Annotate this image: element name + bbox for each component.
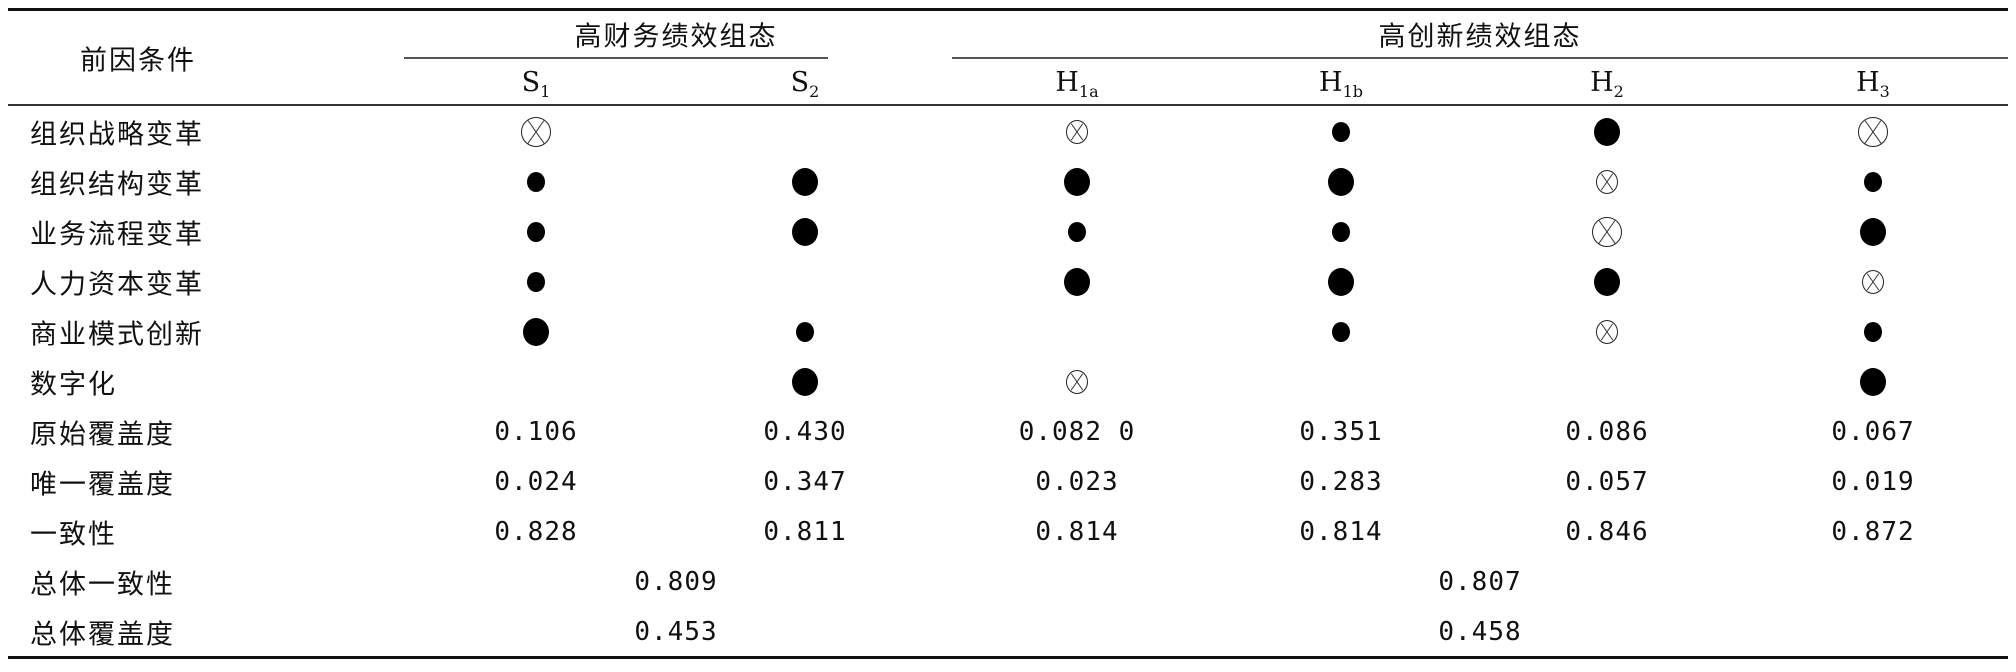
header-rule — [8, 104, 2008, 106]
bottom-rule — [8, 656, 2008, 659]
peripheral-present-icon — [1864, 322, 1882, 342]
metric-value: 0.872 — [1831, 517, 1915, 547]
column-header-subscript: 1b — [1342, 82, 1363, 101]
peripheral-present-icon — [527, 272, 545, 292]
metric-value: 0.023 — [1035, 467, 1119, 497]
metric-value: 0.811 — [763, 517, 847, 547]
core-present-icon — [1860, 218, 1886, 246]
metric-value: 0.283 — [1299, 467, 1383, 497]
metric-value: 0.814 — [1035, 517, 1119, 547]
column-header: H3 — [1856, 67, 1890, 101]
column-header-base: H — [1590, 67, 1614, 98]
core-present-icon — [1594, 268, 1620, 296]
metric-value: 0.067 — [1831, 417, 1915, 447]
row-label: 业务流程变革 — [30, 219, 204, 251]
core-absent-icon — [1858, 117, 1888, 147]
column-header-subscript: 1 — [540, 82, 551, 101]
metric-value: 0.347 — [763, 467, 847, 497]
peripheral-absent-icon — [1862, 270, 1884, 294]
core-absent-icon — [521, 117, 551, 147]
core-absent-icon — [1592, 217, 1622, 247]
metric-value: 0.828 — [494, 517, 578, 547]
metric-value: 0.057 — [1565, 467, 1649, 497]
peripheral-absent-icon — [1596, 170, 1618, 194]
column-header-subscript: 3 — [1879, 82, 1890, 101]
column-header-subscript: 1a — [1078, 82, 1099, 101]
peripheral-absent-icon — [1066, 370, 1088, 394]
peripheral-present-icon — [527, 222, 545, 242]
core-present-icon — [523, 318, 549, 346]
row-label: 数字化 — [30, 369, 117, 401]
column-header-base: H — [1319, 67, 1343, 98]
metric-value: 0.351 — [1299, 417, 1383, 447]
peripheral-present-icon — [527, 172, 545, 192]
core-present-icon — [792, 218, 818, 246]
row-label: 总体一致性 — [30, 569, 175, 601]
metric-value: 0.086 — [1565, 417, 1649, 447]
financial-group-rule — [404, 57, 828, 59]
row-label: 组织战略变革 — [30, 119, 204, 151]
column-header: H2 — [1590, 67, 1624, 101]
core-present-icon — [1064, 268, 1090, 296]
row-label: 组织结构变革 — [30, 169, 204, 201]
peripheral-present-icon — [796, 322, 814, 342]
antecedent-header: 前因条件 — [80, 45, 196, 77]
core-present-icon — [1064, 168, 1090, 196]
peripheral-present-icon — [1332, 322, 1350, 342]
row-label: 唯一覆盖度 — [30, 469, 175, 501]
core-present-icon — [1860, 368, 1886, 396]
row-label: 一致性 — [30, 519, 117, 551]
overall-innovation-value: 0.458 — [1438, 617, 1522, 647]
column-header: H1a — [1055, 67, 1098, 101]
metric-value: 0.814 — [1299, 517, 1383, 547]
peripheral-present-icon — [1864, 172, 1882, 192]
peripheral-present-icon — [1332, 222, 1350, 242]
metric-value: 0.019 — [1831, 467, 1915, 497]
column-header: S2 — [791, 67, 820, 101]
core-present-icon — [1328, 168, 1354, 196]
metric-value: 0.024 — [494, 467, 578, 497]
metric-value: 0.106 — [494, 417, 578, 447]
core-present-icon — [792, 168, 818, 196]
column-header: S1 — [522, 67, 551, 101]
column-header-base: S — [790, 67, 810, 98]
row-label: 原始覆盖度 — [30, 419, 175, 451]
overall-innovation-value: 0.807 — [1438, 567, 1522, 597]
row-label: 商业模式创新 — [30, 319, 204, 351]
column-header-subscript: 2 — [809, 82, 820, 101]
column-header-base: S — [521, 67, 541, 98]
column-header-base: H — [1856, 67, 1880, 98]
top-rule — [8, 8, 2008, 11]
row-label: 总体覆盖度 — [30, 619, 175, 651]
column-header: H1b — [1319, 67, 1363, 101]
column-header-base: H — [1055, 67, 1079, 98]
peripheral-absent-icon — [1066, 120, 1088, 144]
peripheral-absent-icon — [1596, 320, 1618, 344]
row-label: 人力资本变革 — [30, 269, 204, 301]
innovation-group-rule — [952, 57, 2008, 59]
metric-value: 0.846 — [1565, 517, 1649, 547]
peripheral-present-icon — [1068, 222, 1086, 242]
overall-financial-value: 0.809 — [634, 567, 718, 597]
core-present-icon — [1328, 268, 1354, 296]
metric-value: 0.430 — [763, 417, 847, 447]
metric-value: 0.082 0 — [1018, 417, 1136, 447]
column-header-subscript: 2 — [1613, 82, 1624, 101]
peripheral-present-icon — [1332, 122, 1350, 142]
overall-financial-value: 0.453 — [634, 617, 718, 647]
core-present-icon — [792, 368, 818, 396]
core-present-icon — [1594, 118, 1620, 146]
innovation-group-header: 高创新绩效组态 — [1378, 21, 1582, 53]
financial-group-header: 高财务绩效组态 — [574, 21, 778, 53]
